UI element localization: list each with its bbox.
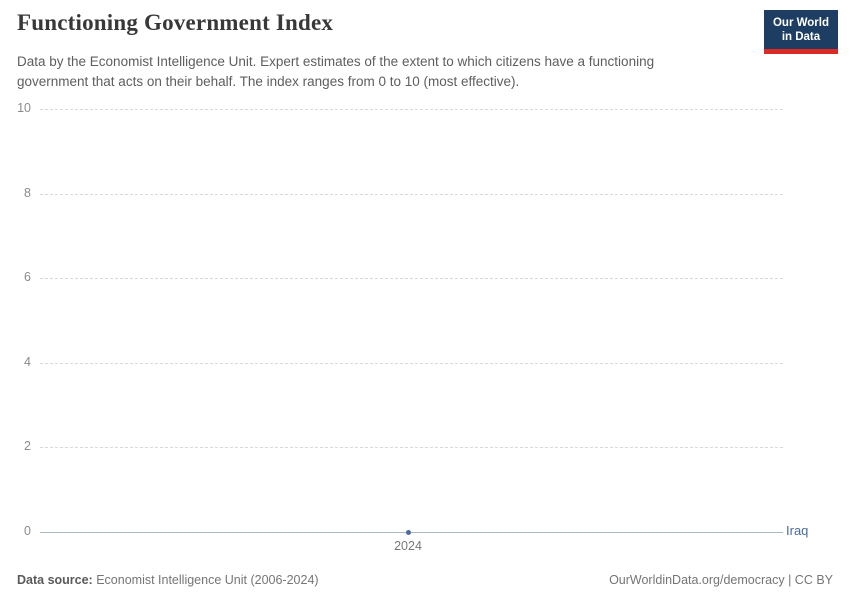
- entity-label[interactable]: Iraq: [786, 523, 809, 538]
- owid-logo-line2: in Data: [781, 31, 821, 44]
- x-axis-line: [40, 532, 783, 533]
- y-tick-label: 8: [24, 185, 31, 200]
- y-tick-label: 4: [24, 354, 31, 369]
- chart-header: Functioning Government Index Our World i…: [17, 10, 838, 54]
- gridline: [40, 109, 783, 110]
- data-source-label: Data source:: [17, 573, 93, 587]
- gridline: [40, 193, 783, 195]
- page-title: Functioning Government Index: [17, 10, 334, 35]
- gridline: [40, 362, 783, 364]
- y-tick-label: 2: [24, 439, 31, 454]
- owid-logo-line1: Our World: [772, 17, 829, 29]
- owid-license-link[interactable]: OurWorldinData.org/democracy | CC BY: [609, 573, 833, 587]
- gridline: [40, 278, 783, 280]
- data-source-text: Economist Intelligence Unit (2006-2024): [92, 573, 319, 587]
- x-tick-label: 2024: [394, 539, 422, 553]
- owid-logo[interactable]: Our World in Data: [763, 10, 838, 54]
- chart-subtitle: Data by the Economist Intelligence Unit.…: [17, 54, 655, 89]
- y-tick-label: 0: [24, 524, 31, 538]
- data-source-note: Data source: Economist Intelligence Unit…: [17, 573, 319, 587]
- y-tick-label: 10: [17, 101, 31, 115]
- gridline: [40, 447, 783, 449]
- y-tick-label: 6: [24, 270, 31, 285]
- data-point[interactable]: [405, 529, 411, 535]
- chart-footer: Data source: Economist Intelligence Unit…: [17, 573, 833, 587]
